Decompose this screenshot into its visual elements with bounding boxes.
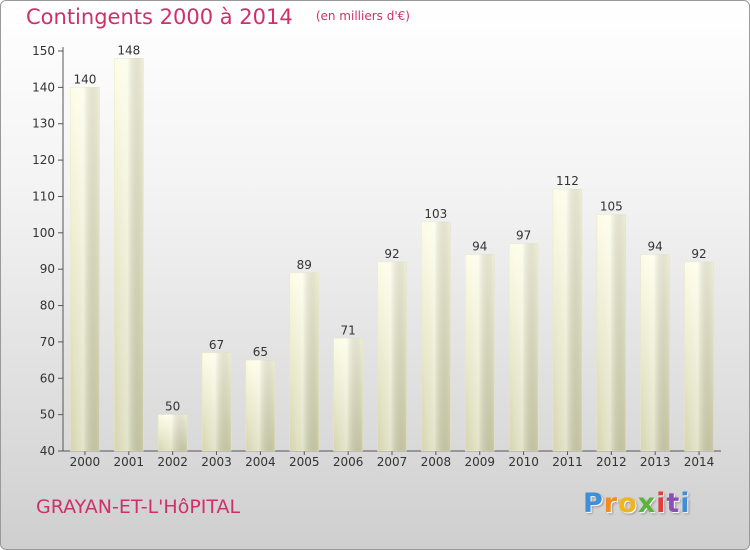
bar-shading xyxy=(421,221,451,451)
y-tick-label: 110 xyxy=(32,189,55,203)
y-tick-label: 50 xyxy=(40,408,55,422)
bar-shading xyxy=(509,243,539,451)
y-tick-label: 150 xyxy=(32,44,55,58)
bar-shading xyxy=(245,360,275,451)
bar-value-label: 94 xyxy=(648,240,663,254)
x-tick-label: 2010 xyxy=(508,455,539,469)
logo-letter: r xyxy=(603,488,619,519)
y-tick-label: 80 xyxy=(40,299,55,313)
bar-value-label: 140 xyxy=(73,72,96,86)
bar-shading xyxy=(552,189,582,451)
x-tick-label: 2000 xyxy=(70,455,101,469)
bar-shading xyxy=(465,254,495,451)
bar-shading xyxy=(114,58,144,451)
bar-shading xyxy=(377,261,407,451)
bar-shading xyxy=(684,261,714,451)
y-tick-label: 90 xyxy=(40,262,55,276)
bar-value-label: 103 xyxy=(424,207,447,221)
bar-value-label: 97 xyxy=(516,229,531,243)
bar-value-label: 89 xyxy=(297,258,312,272)
bar-shading xyxy=(202,352,232,451)
commune-name: GRAYAN-ET-L'HôPITAL xyxy=(36,496,241,518)
bar-value-label: 92 xyxy=(384,247,399,261)
x-tick-label: 2005 xyxy=(289,455,320,469)
data-labels: 140 148 50 67 65 89 71 92 103 94 97 112 105 94 92 xyxy=(73,43,706,413)
y-tick-label: 100 xyxy=(32,226,55,240)
proxiti-logo: Proxiti xyxy=(583,488,691,519)
logo-letter: i xyxy=(680,488,691,519)
x-tick-label: 2013 xyxy=(640,455,671,469)
bar-value-label: 112 xyxy=(556,174,579,188)
logo-letter: o xyxy=(618,488,638,519)
bar-value-label: 65 xyxy=(253,345,268,359)
logo-letter: i xyxy=(656,488,667,519)
bar-shading xyxy=(596,214,626,451)
bar-shading xyxy=(640,254,670,451)
y-tick-label: 140 xyxy=(32,80,55,94)
logo-letter: x xyxy=(637,488,657,519)
y-tick-label: 70 xyxy=(40,335,55,349)
y-tick-label: 60 xyxy=(40,371,55,385)
bar-shading xyxy=(333,338,363,451)
bar-value-label: 105 xyxy=(600,200,623,214)
bar-value-label: 148 xyxy=(117,43,140,57)
bar-value-label: 92 xyxy=(691,247,706,261)
y-tick-label: 130 xyxy=(32,117,55,131)
bar-value-label: 94 xyxy=(472,240,487,254)
x-tick-label: 2002 xyxy=(157,455,188,469)
bar-shading xyxy=(158,414,188,451)
x-tick-label: 2006 xyxy=(333,455,364,469)
x-tick-label: 2007 xyxy=(377,455,408,469)
title-area: Contingents 2000 à 2014 (en milliers d'€… xyxy=(26,5,410,29)
y-tick-label: 120 xyxy=(32,153,55,167)
x-tick-label: 2008 xyxy=(421,455,452,469)
logo-letter: P xyxy=(583,488,604,519)
x-tick-label: 2001 xyxy=(114,455,145,469)
y-tick-label: 40 xyxy=(40,444,55,458)
bar-shading xyxy=(289,272,319,451)
x-tick-label: 2012 xyxy=(596,455,627,469)
x-tick-label: 2004 xyxy=(245,455,276,469)
bar-value-label: 50 xyxy=(165,400,180,414)
x-tick-label: 2009 xyxy=(464,455,495,469)
axes: 40 50 60 70 80 90 100 110 120 130 140 150 2000 2001 20… xyxy=(32,44,721,469)
x-tick-label: 2003 xyxy=(201,455,232,469)
x-tick-label: 2011 xyxy=(552,455,583,469)
bar-value-label: 67 xyxy=(209,338,224,352)
x-tick-label: 2014 xyxy=(684,455,715,469)
chart-unit: (en milliers d'€) xyxy=(315,9,410,23)
bar-value-label: 71 xyxy=(340,323,355,337)
bars xyxy=(70,58,714,452)
bar-shading xyxy=(70,87,100,451)
logo-letter: t xyxy=(666,488,681,519)
chart-title: Contingents 2000 à 2014 xyxy=(26,5,293,29)
